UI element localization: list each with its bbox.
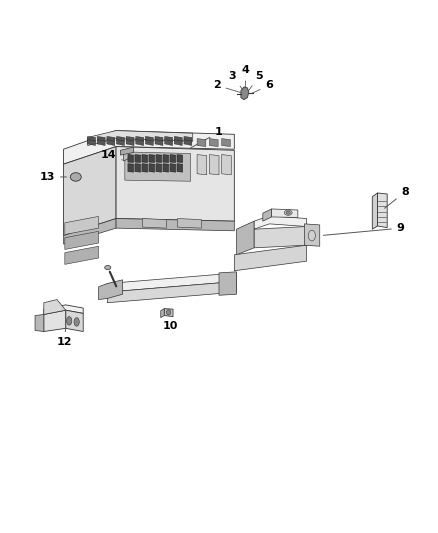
Ellipse shape bbox=[67, 317, 72, 325]
Polygon shape bbox=[44, 310, 66, 332]
Text: 14: 14 bbox=[101, 150, 122, 160]
Polygon shape bbox=[64, 219, 116, 244]
Polygon shape bbox=[170, 164, 176, 172]
Polygon shape bbox=[155, 140, 163, 146]
Polygon shape bbox=[117, 140, 124, 146]
Polygon shape bbox=[117, 136, 124, 142]
Polygon shape bbox=[237, 221, 254, 255]
Polygon shape bbox=[378, 193, 387, 228]
Polygon shape bbox=[164, 309, 173, 317]
Polygon shape bbox=[35, 314, 44, 332]
Polygon shape bbox=[145, 140, 153, 146]
Polygon shape bbox=[136, 136, 144, 142]
Polygon shape bbox=[184, 140, 192, 146]
Polygon shape bbox=[254, 227, 307, 248]
Polygon shape bbox=[219, 272, 237, 295]
Polygon shape bbox=[125, 152, 191, 181]
Polygon shape bbox=[241, 87, 249, 100]
Polygon shape bbox=[149, 155, 155, 163]
Polygon shape bbox=[64, 131, 234, 164]
Polygon shape bbox=[99, 280, 123, 300]
Polygon shape bbox=[136, 140, 144, 146]
Polygon shape bbox=[142, 155, 148, 163]
Polygon shape bbox=[184, 136, 192, 142]
Polygon shape bbox=[65, 231, 99, 249]
Polygon shape bbox=[128, 155, 134, 163]
Polygon shape bbox=[107, 273, 237, 292]
Ellipse shape bbox=[70, 173, 81, 181]
Text: 9: 9 bbox=[323, 223, 405, 236]
Polygon shape bbox=[165, 140, 173, 146]
Polygon shape bbox=[156, 164, 162, 172]
Text: 12: 12 bbox=[57, 328, 73, 347]
Polygon shape bbox=[65, 216, 99, 235]
Polygon shape bbox=[209, 155, 219, 175]
Polygon shape bbox=[156, 155, 162, 163]
Polygon shape bbox=[222, 155, 231, 175]
Polygon shape bbox=[107, 140, 115, 146]
Polygon shape bbox=[272, 209, 298, 217]
Ellipse shape bbox=[105, 265, 111, 270]
Polygon shape bbox=[177, 155, 183, 163]
Polygon shape bbox=[142, 164, 148, 172]
Polygon shape bbox=[170, 155, 176, 163]
Polygon shape bbox=[88, 131, 193, 146]
Polygon shape bbox=[163, 164, 169, 172]
Polygon shape bbox=[372, 193, 378, 229]
Polygon shape bbox=[128, 164, 134, 172]
Polygon shape bbox=[65, 246, 99, 264]
Text: 2: 2 bbox=[213, 80, 240, 92]
Ellipse shape bbox=[286, 211, 290, 214]
Polygon shape bbox=[209, 139, 218, 147]
Polygon shape bbox=[97, 140, 105, 146]
Polygon shape bbox=[165, 136, 173, 142]
Ellipse shape bbox=[284, 210, 292, 215]
Text: 6: 6 bbox=[251, 80, 273, 94]
Polygon shape bbox=[142, 219, 166, 228]
Polygon shape bbox=[197, 139, 206, 147]
Polygon shape bbox=[97, 136, 105, 142]
Polygon shape bbox=[135, 164, 141, 172]
Ellipse shape bbox=[74, 318, 79, 326]
Polygon shape bbox=[107, 281, 237, 303]
Polygon shape bbox=[174, 140, 182, 146]
Polygon shape bbox=[145, 136, 153, 142]
Polygon shape bbox=[88, 140, 95, 146]
Ellipse shape bbox=[166, 310, 171, 315]
Polygon shape bbox=[126, 136, 134, 142]
Polygon shape bbox=[161, 309, 164, 318]
Text: 3: 3 bbox=[228, 71, 243, 90]
Polygon shape bbox=[126, 140, 134, 146]
Polygon shape bbox=[66, 310, 83, 332]
Text: 4: 4 bbox=[241, 66, 249, 88]
Polygon shape bbox=[116, 147, 234, 221]
Polygon shape bbox=[177, 164, 183, 172]
Polygon shape bbox=[254, 216, 307, 229]
Polygon shape bbox=[64, 147, 116, 236]
Polygon shape bbox=[222, 139, 230, 147]
Text: 13: 13 bbox=[39, 172, 67, 182]
Polygon shape bbox=[304, 224, 320, 246]
Text: 1: 1 bbox=[191, 127, 223, 148]
Text: 8: 8 bbox=[385, 187, 409, 208]
Polygon shape bbox=[116, 219, 234, 231]
Polygon shape bbox=[263, 209, 272, 221]
Polygon shape bbox=[135, 155, 141, 163]
Polygon shape bbox=[124, 149, 129, 161]
Polygon shape bbox=[149, 164, 155, 172]
Polygon shape bbox=[155, 136, 163, 142]
Polygon shape bbox=[177, 219, 201, 228]
Polygon shape bbox=[197, 155, 207, 175]
Polygon shape bbox=[174, 136, 182, 142]
Polygon shape bbox=[88, 136, 95, 142]
Text: 5: 5 bbox=[249, 71, 263, 91]
Polygon shape bbox=[120, 147, 134, 155]
Text: 10: 10 bbox=[162, 315, 178, 331]
Polygon shape bbox=[44, 305, 83, 314]
Polygon shape bbox=[44, 300, 66, 314]
Polygon shape bbox=[163, 155, 169, 163]
Polygon shape bbox=[107, 136, 115, 142]
Polygon shape bbox=[234, 245, 307, 271]
Ellipse shape bbox=[308, 230, 315, 241]
